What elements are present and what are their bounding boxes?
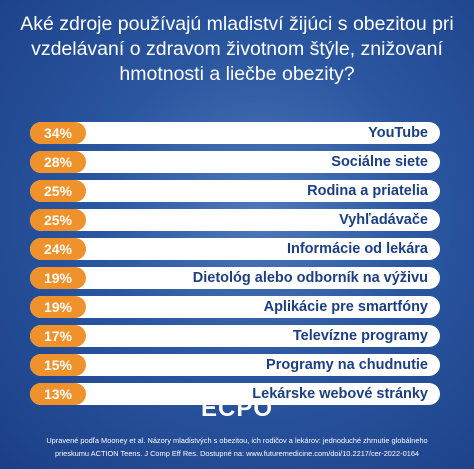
source-label: Lekárske webové stránky <box>252 386 428 402</box>
source-label: Programy na chudnutie <box>266 357 428 373</box>
logo: ECPO <box>200 395 273 422</box>
source-line: prieskumu ACTION Teens. J Comp Eff Res. … <box>54 449 420 458</box>
share-badge: 34% <box>30 122 86 144</box>
source-label: Televízne programy <box>292 328 428 344</box>
source-line: Upravené podľa Mooney et al. Názory mlad… <box>46 436 428 445</box>
row: 15% Programy na chudnutie <box>30 354 440 376</box>
share-badge: 19% <box>30 267 86 289</box>
share-badge: 28% <box>30 151 86 173</box>
row: 34% YouTube <box>30 122 440 144</box>
source-label: Rodina a priatelia <box>307 183 428 199</box>
row: 17% Televízne programy <box>30 325 440 347</box>
row: 19% Dietológ alebo odborník na výživu <box>30 267 440 289</box>
source-label: Vyhľadávače <box>339 212 428 228</box>
row: 28% Sociálne siete <box>30 151 440 173</box>
row: 24% Informácie od lekára <box>30 238 440 260</box>
row: 25% Rodina a priatelia <box>30 180 440 202</box>
row: 13% Lekárske webové stránky <box>30 383 440 405</box>
source-label: Informácie od lekára <box>286 241 428 257</box>
title: Aké zdroje používajú mladiství žijúci s … <box>20 13 454 85</box>
row: 19% Aplikácie pre smartfóny <box>30 296 440 318</box>
source-label: YouTube <box>368 125 428 141</box>
share-badge: 25% <box>30 209 86 231</box>
source-label: Dietológ alebo odborník na výživu <box>192 270 428 286</box>
source-label: Sociálne siete <box>331 154 428 170</box>
share-badge: 17% <box>30 325 86 347</box>
row: 25% Vyhľadávače <box>30 209 440 231</box>
source-label: Aplikácie pre smartfóny <box>263 299 428 315</box>
share-badge: 15% <box>30 354 86 376</box>
share-badge: 19% <box>30 296 86 318</box>
share-badge: 13% <box>30 383 86 405</box>
share-badge: 25% <box>30 180 86 202</box>
share-badge: 24% <box>30 238 86 260</box>
